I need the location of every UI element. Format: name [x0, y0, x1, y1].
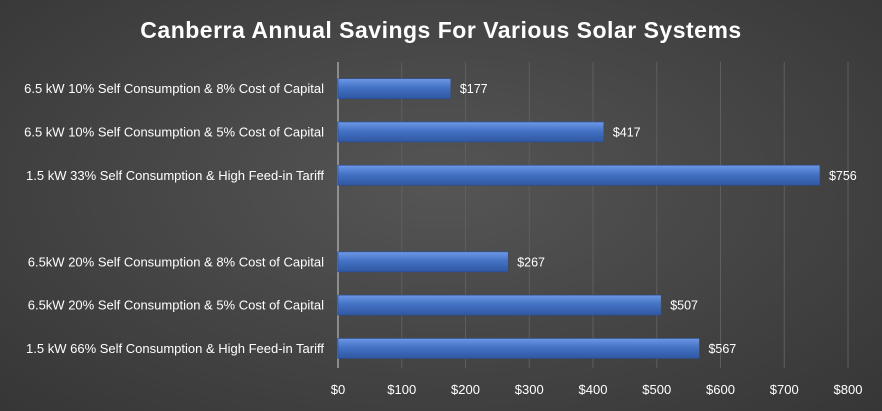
x-tick-label: $400 [579, 382, 608, 397]
category-label: 6.5kW 20% Self Consumption & 5% Cost of … [28, 298, 324, 313]
data-label: $177 [460, 82, 488, 96]
category-label: 6.5kW 20% Self Consumption & 8% Cost of … [28, 254, 324, 269]
chart-title: Canberra Annual Savings For Various Sola… [140, 17, 741, 43]
category-label: 1.5 kW 33% Self Consumption & High Feed-… [26, 168, 324, 183]
bar [337, 164, 821, 186]
value-labels: $177 $417 $756 $267 $507 $567 [460, 82, 857, 356]
bar [337, 251, 509, 273]
bar [337, 294, 662, 316]
x-axis-tick-labels: $0 $100 $200 $300 $400 $500 $600 $700 $800 [331, 382, 863, 397]
bar [337, 78, 452, 99]
x-tick-label: $300 [515, 382, 544, 397]
bars [337, 78, 821, 359]
data-label: $267 [517, 255, 545, 269]
data-label: $417 [613, 125, 641, 139]
data-label: $507 [670, 299, 698, 313]
x-tick-label: $600 [706, 382, 735, 397]
x-tick-label: $0 [331, 382, 345, 397]
data-label: $567 [708, 342, 736, 356]
x-tick-label: $500 [642, 382, 671, 397]
x-tick-label: $100 [387, 382, 416, 397]
category-label: 6.5 kW 10% Self Consumption & 5% Cost of… [24, 124, 324, 139]
x-tick-label: $700 [770, 382, 799, 397]
category-label: 6.5 kW 10% Self Consumption & 8% Cost of… [24, 81, 324, 96]
x-tick-label: $200 [451, 382, 480, 397]
data-label: $756 [829, 169, 857, 183]
category-labels: 6.5 kW 10% Self Consumption & 8% Cost of… [24, 81, 324, 356]
bar [337, 338, 700, 359]
bar [337, 121, 605, 143]
x-tick-label: $800 [834, 382, 863, 397]
gridlines [337, 62, 849, 368]
category-label: 1.5 kW 66% Self Consumption & High Feed-… [26, 341, 324, 356]
